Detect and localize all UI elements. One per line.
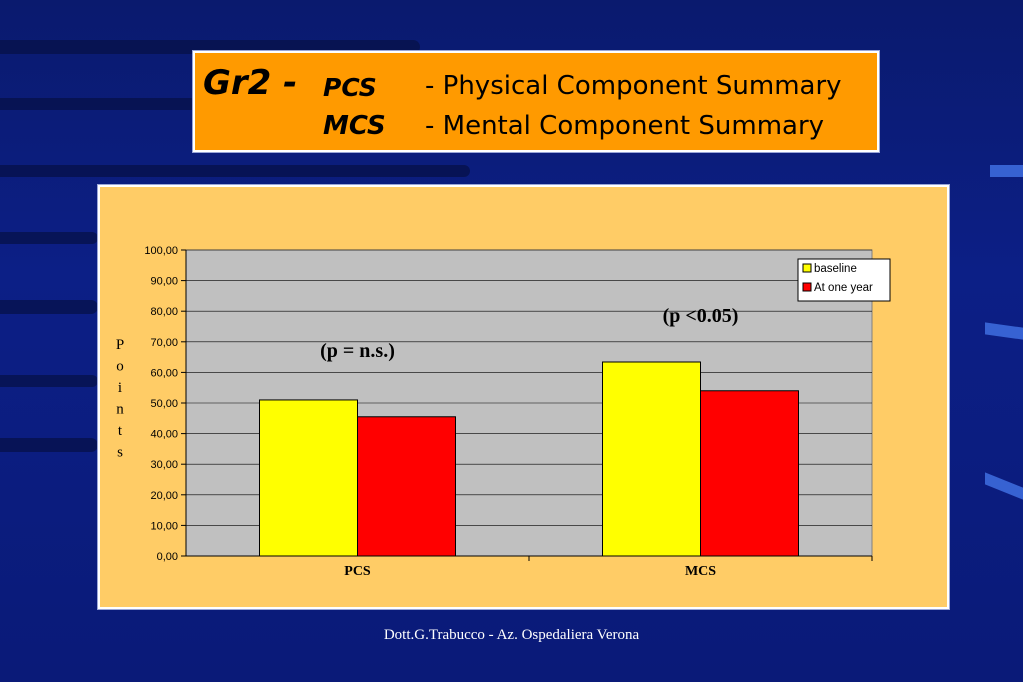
legend-label: baseline [814, 263, 857, 275]
background-streak [0, 40, 420, 54]
y-tick-label: 80,00 [150, 306, 178, 318]
background-streak [0, 375, 98, 387]
legend-box [797, 258, 891, 302]
y-tick-label: 70,00 [150, 337, 178, 349]
title-group: Gr2 - [203, 63, 298, 103]
y-tick-label: 10,00 [150, 520, 178, 532]
y-tick-label: 30,00 [150, 459, 178, 471]
y-tick-label: 90,00 [150, 276, 178, 288]
background-streak [0, 438, 98, 452]
legend-swatch [802, 263, 812, 273]
p-value-annotation: (p = n.s.) [320, 340, 395, 362]
p-value-annotation: (p <0.05) [663, 305, 739, 327]
background-streak [0, 98, 200, 110]
bar-mcs-at-one-year [700, 390, 799, 557]
footer-credit: Dott.G.Trabucco - Az. Ospedaliera Verona [383, 627, 640, 643]
x-tick-label: MCS [685, 564, 716, 579]
background-accent [985, 472, 1023, 500]
background-accent [990, 165, 1023, 177]
y-axis-label-letter: n [116, 402, 124, 418]
y-tick-label: 60,00 [150, 367, 178, 379]
y-tick-label: 20,00 [150, 490, 178, 502]
background-streak [0, 232, 98, 244]
y-axis-label-letter: t [118, 423, 123, 439]
y-tick-label: 50,00 [150, 398, 178, 410]
background-streak [0, 300, 98, 314]
y-tick-label: 0,00 [157, 551, 178, 563]
legend-swatch [802, 282, 812, 292]
y-tick-label: 100,00 [144, 245, 178, 257]
y-tick-label: 40,00 [150, 429, 178, 441]
bar-chart: 0,00 10,00 20,00 30,00 40,00 50,00 60,00 70,00 8… [116, 245, 891, 579]
y-axis-label-letter: o [116, 359, 124, 375]
bar-pcs-at-one-year [357, 416, 456, 557]
legend-label: At one year [814, 282, 873, 294]
y-axis-label-letter: s [117, 445, 123, 461]
y-axis-label-letter: P [116, 337, 124, 353]
y-axis-label-letter: i [118, 380, 122, 396]
title-pcs-description: - Physical Component Summary [425, 71, 842, 101]
title-pcs-abbr: PCS [323, 73, 377, 102]
background-accent [985, 322, 1023, 340]
title-box: Gr2 - PCS - Physical Component Summary M… [192, 50, 880, 153]
bar-pcs-baseline [259, 399, 358, 557]
bar-mcs-baseline [602, 361, 701, 557]
x-tick-label: PCS [344, 564, 371, 579]
title-mcs-abbr: MCS [323, 111, 386, 141]
background-streak [0, 165, 470, 177]
chart-frame: 0,00 10,00 20,00 30,00 40,00 50,00 60,00 70,00 8… [97, 184, 950, 610]
title-mcs-description: - Mental Component Summary [425, 111, 825, 141]
